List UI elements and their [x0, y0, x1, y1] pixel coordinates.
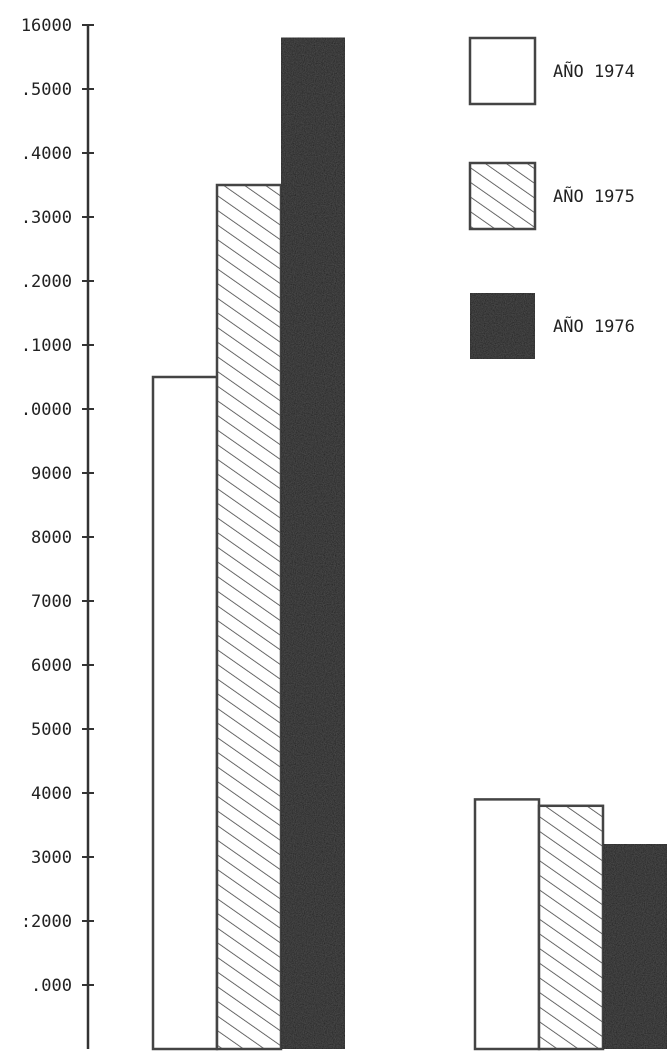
y-tick-label: 4000: [31, 784, 72, 804]
bar: [215, 183, 283, 1051]
bar: [473, 798, 541, 1051]
bar: [279, 36, 347, 1051]
y-tick-label: 7000: [31, 592, 72, 612]
bar: [151, 375, 219, 1051]
y-tick-label: 16000: [21, 16, 72, 36]
y-axis: .000 :2000 3000 4000 5000 6000 7000 8000 9000 .00…: [21, 16, 94, 1049]
bar: [537, 804, 605, 1051]
y-tick-label: .5000: [21, 80, 72, 100]
bars: [151, 36, 669, 1051]
y-tick-label: 3000: [31, 848, 72, 868]
y-tick-label: 9000: [31, 464, 72, 484]
y-tick-label: .0000: [21, 400, 72, 420]
legend-swatch: [468, 291, 537, 361]
y-tick-label: .000: [31, 976, 72, 996]
y-tick-label: :2000: [21, 912, 72, 932]
legend-swatch: [468, 161, 537, 231]
y-tick-label: 6000: [31, 656, 72, 676]
y-tick-label: .4000: [21, 144, 72, 164]
y-tick-label: 8000: [31, 528, 72, 548]
legend-label: AÑO 1976: [553, 315, 635, 337]
legend-swatch: [468, 36, 537, 106]
y-tick-label: .2000: [21, 272, 72, 292]
legend-label: AÑO 1975: [553, 185, 635, 207]
y-tick-label: 5000: [31, 720, 72, 740]
y-tick-label: .3000: [21, 208, 72, 228]
y-tick-label: .1000: [21, 336, 72, 356]
legend: AÑO 1974 AÑO 1975 AÑO 1976: [468, 36, 635, 361]
bar: [601, 842, 669, 1051]
legend-label: AÑO 1974: [553, 60, 635, 82]
